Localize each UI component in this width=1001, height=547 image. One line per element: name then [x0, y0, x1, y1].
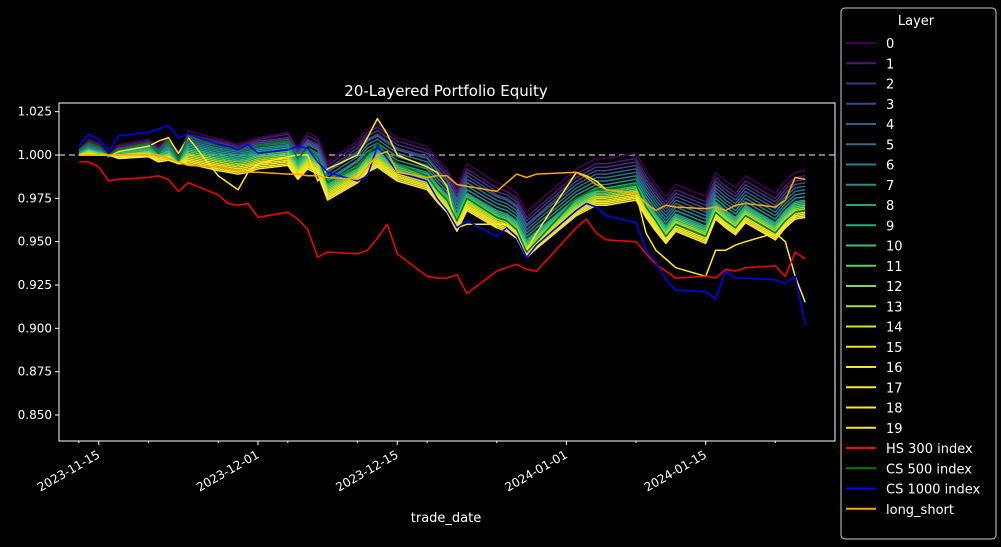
- legend-label: 11: [886, 260, 903, 275]
- legend-label: CS 1000 index: [886, 483, 981, 498]
- y-tick-label: 1.000: [18, 148, 52, 162]
- y-tick-label: 0.975: [18, 191, 52, 205]
- plot-frame: [58, 102, 836, 442]
- series-line-cs-1000-index: [78, 124, 806, 326]
- legend-label: 2: [886, 78, 894, 93]
- y-axis: 0.850 0.875 0.900 0.925 0.950 0.975 1.000 1.025: [18, 105, 59, 422]
- legend-label: long_short: [886, 503, 954, 518]
- legend-frame: [840, 7, 997, 540]
- y-tick-label: 1.025: [18, 105, 52, 119]
- legend-label: CS 500 index: [886, 462, 972, 477]
- legend-label: 15: [886, 341, 903, 356]
- legend-label: 6: [886, 159, 894, 174]
- x-axis-label: trade_date: [411, 511, 481, 526]
- series-lines: [78, 117, 806, 326]
- legend-label: 19: [886, 422, 903, 437]
- y-tick-label: 0.875: [18, 365, 52, 379]
- legend-label: 12: [886, 280, 903, 295]
- series-line-13: [78, 150, 806, 250]
- legend-label: HS 300 index: [886, 442, 973, 457]
- y-tick-label: 0.925: [18, 278, 52, 292]
- legend-label: 9: [886, 219, 894, 234]
- series-line-long_short: [78, 150, 806, 212]
- legend-label: 0: [886, 37, 894, 52]
- legend-label: 3: [886, 98, 894, 113]
- series-line-0: [78, 123, 806, 213]
- legend-label: 16: [886, 361, 903, 376]
- y-tick-label: 0.900: [18, 321, 52, 335]
- chart-title: 20-Layered Portfolio Equity: [344, 82, 548, 100]
- legend-label: 1: [886, 57, 894, 72]
- legend-label: 7: [886, 179, 894, 194]
- legend-label: 5: [886, 138, 894, 153]
- series-line-12: [78, 150, 806, 248]
- legend-label: 8: [886, 199, 894, 214]
- series-line-15: [78, 152, 806, 253]
- legend-label: 13: [886, 300, 903, 315]
- legend-label: 10: [886, 240, 903, 255]
- legend-label: 17: [886, 381, 903, 396]
- y-tick-label: 0.850: [18, 408, 52, 422]
- series-line-17: [78, 154, 806, 257]
- legend-title: Layer: [898, 14, 935, 29]
- y-tick-label: 0.950: [18, 235, 52, 249]
- plot-area: [58, 102, 836, 442]
- series-line-cs-500-index: [78, 135, 806, 253]
- series-line-hs-300-index: [78, 161, 806, 295]
- series-line-7: [78, 143, 806, 238]
- legend-label: 18: [886, 402, 903, 417]
- legend-label: 14: [886, 321, 903, 336]
- legend-label: 4: [886, 118, 894, 133]
